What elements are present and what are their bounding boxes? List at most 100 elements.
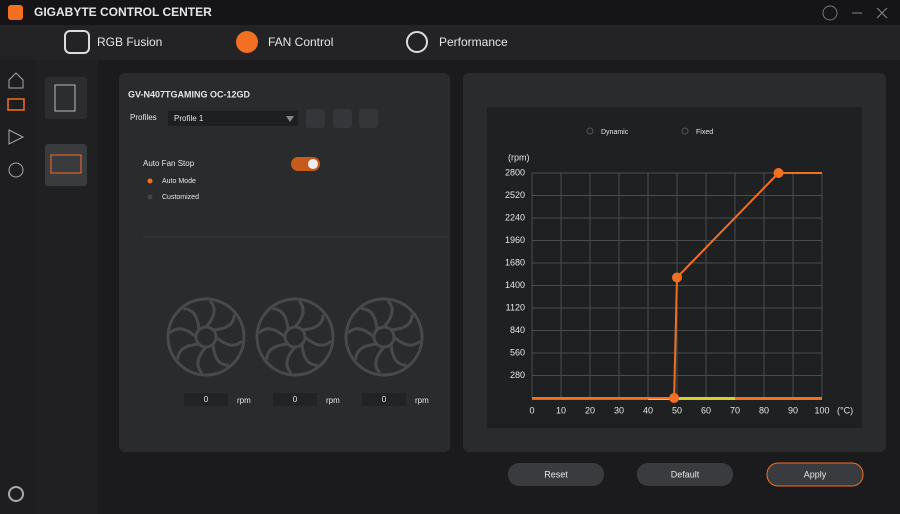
fan-outline xyxy=(166,297,246,377)
close-button[interactable] xyxy=(876,7,888,19)
mode-label: Dynamic xyxy=(601,129,629,136)
toggle-knob xyxy=(308,159,318,169)
rpm-unit: rpm xyxy=(237,396,251,405)
home-icon[interactable] xyxy=(8,72,24,89)
reset-button[interactable] xyxy=(508,463,604,486)
title-bar xyxy=(0,0,900,25)
default-button[interactable] xyxy=(637,463,733,486)
tab[interactable]: Performance xyxy=(439,35,508,49)
y-tick-label: 1960 xyxy=(505,235,525,245)
button-label: Reset xyxy=(544,469,568,479)
fan-blade xyxy=(215,335,244,347)
apply-button[interactable] xyxy=(766,462,864,487)
fan-blade xyxy=(390,314,414,332)
y-tick-label: 2800 xyxy=(505,167,525,177)
fan-blade xyxy=(272,307,290,331)
app-title: GIGABYTE CONTROL CENTER xyxy=(34,5,212,19)
profiles-label: Profiles xyxy=(130,113,157,122)
dropdown-arrow xyxy=(286,116,294,122)
y-tick-label: 560 xyxy=(510,347,525,357)
radio-label: Customized xyxy=(162,194,199,201)
fan-blade xyxy=(293,299,305,328)
export-button[interactable] xyxy=(359,109,378,128)
x-axis-label: (°C) xyxy=(837,405,853,415)
fan-blade xyxy=(204,299,216,328)
mode-radio[interactable] xyxy=(586,127,594,135)
mode-radio[interactable] xyxy=(681,127,689,135)
fan-outline xyxy=(255,297,335,377)
fan-blade xyxy=(389,343,407,367)
y-axis-label: (rpm) xyxy=(508,152,530,162)
gpu-icon xyxy=(50,154,82,174)
curve-point[interactable] xyxy=(773,168,784,178)
x-tick-label: 100 xyxy=(814,405,829,415)
fan-blade xyxy=(374,346,386,375)
y-tick-label: 1120 xyxy=(506,302,525,312)
fan-blade xyxy=(285,346,297,375)
sidebar xyxy=(0,60,36,514)
profile-dropdown[interactable] xyxy=(168,111,298,126)
fan-blade xyxy=(300,343,318,367)
performance-icon[interactable] xyxy=(406,31,428,53)
y-tick-label: 280 xyxy=(510,370,525,380)
rpm-unit: rpm xyxy=(326,396,340,405)
settings-icon[interactable] xyxy=(8,486,24,502)
fan-blade xyxy=(354,342,378,360)
x-tick-label: 90 xyxy=(788,405,798,415)
y-tick-label: 2520 xyxy=(505,190,525,200)
device-motherboard[interactable] xyxy=(45,77,87,119)
temperature-zone xyxy=(648,397,735,400)
fan-hub xyxy=(194,325,218,349)
edit-button[interactable] xyxy=(306,109,325,128)
x-tick-label: 50 xyxy=(672,405,682,415)
fan-blade xyxy=(382,299,394,328)
help-button[interactable] xyxy=(822,5,838,21)
save-button[interactable] xyxy=(333,109,352,128)
curve-point[interactable] xyxy=(672,272,682,283)
x-tick-label: 30 xyxy=(614,405,624,415)
radio[interactable] xyxy=(147,194,153,200)
motherboard-icon xyxy=(54,84,76,112)
fan-blade xyxy=(196,346,208,375)
fan-blade xyxy=(361,307,379,331)
fan-outline xyxy=(344,297,424,377)
y-tick-label: 2240 xyxy=(505,212,525,222)
fan-panel xyxy=(119,73,450,452)
rpm-box xyxy=(362,393,406,406)
fan-hub xyxy=(283,325,307,349)
rpm-value: 0 xyxy=(382,395,387,404)
button-label: Default xyxy=(671,469,700,479)
rpm-box xyxy=(273,393,317,406)
radio-label: Auto Mode xyxy=(162,178,196,185)
x-tick-label: 80 xyxy=(759,405,769,415)
fan-blade xyxy=(257,327,286,339)
x-tick-label: 60 xyxy=(701,405,711,415)
device-column xyxy=(36,60,98,514)
fan-blade xyxy=(211,343,229,367)
x-tick-label: 70 xyxy=(730,405,740,415)
app-logo xyxy=(8,5,23,20)
fan-icon[interactable] xyxy=(236,31,258,53)
y-tick-label: 1400 xyxy=(505,280,525,290)
fan-blade xyxy=(212,314,236,332)
rpm-value: 0 xyxy=(204,395,209,404)
temperature-zone xyxy=(735,397,822,400)
fan-blade xyxy=(265,342,289,360)
launch-icon[interactable] xyxy=(8,129,25,145)
tab[interactable]: RGB Fusion xyxy=(97,35,162,49)
curve-point[interactable] xyxy=(669,393,680,403)
update-icon[interactable] xyxy=(8,162,24,178)
tab[interactable]: FAN Control xyxy=(268,35,333,49)
radio-selected[interactable] xyxy=(147,178,153,184)
fan-blade xyxy=(301,314,325,332)
fan-hub xyxy=(372,325,396,349)
y-tick-label: 1680 xyxy=(505,257,525,267)
fan-blade xyxy=(176,342,200,360)
rpm-unit: rpm xyxy=(415,396,429,405)
fan-blade xyxy=(168,327,197,339)
rgb-icon[interactable] xyxy=(64,30,90,54)
fan-blade xyxy=(304,335,333,347)
mode-label: Fixed xyxy=(696,129,713,136)
monitor-icon[interactable] xyxy=(7,98,25,111)
